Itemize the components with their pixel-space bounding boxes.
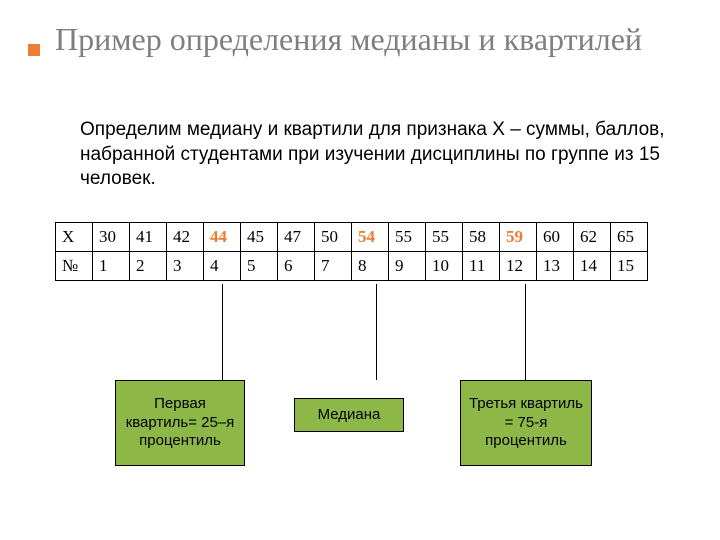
cell: 58: [463, 223, 500, 252]
cell: 3: [167, 252, 204, 281]
cell: 12: [500, 252, 537, 281]
cell: 6: [278, 252, 315, 281]
cell: 2: [130, 252, 167, 281]
slide-body: Определим медиану и квартили для признак…: [80, 118, 670, 192]
cell: 55: [426, 223, 463, 252]
cell: 44: [204, 223, 241, 252]
cell: 60: [537, 223, 574, 252]
cell: 8: [352, 252, 389, 281]
line-q3: [525, 284, 526, 380]
cell: 9: [389, 252, 426, 281]
slide-title: Пример определения медианы и квартилей: [55, 20, 675, 58]
cell: 54: [352, 223, 389, 252]
cell: 1: [93, 252, 130, 281]
line-q1: [222, 284, 223, 380]
cell: 42: [167, 223, 204, 252]
cell: 14: [574, 252, 611, 281]
callout-q1: Первая квартиль= 25–я процентиль: [115, 380, 245, 466]
cell: 13: [537, 252, 574, 281]
table-row-x: X 30 41 42 44 45 47 50 54 55 55 58 59 60…: [56, 223, 648, 252]
table-row-index: № 1 2 3 4 5 6 7 8 9 10 11 12 13 14 15: [56, 252, 648, 281]
title-bullet: [28, 44, 40, 56]
cell: 47: [278, 223, 315, 252]
line-med: [376, 284, 377, 380]
cell: 7: [315, 252, 352, 281]
row-label-x: X: [56, 223, 93, 252]
callout-q3: Третья квартиль = 75-я процентиль: [460, 380, 592, 466]
cell: 30: [93, 223, 130, 252]
cell: 41: [130, 223, 167, 252]
row-label-n: №: [56, 252, 93, 281]
data-table: X 30 41 42 44 45 47 50 54 55 55 58 59 60…: [55, 222, 648, 281]
cell: 55: [389, 223, 426, 252]
cell: 50: [315, 223, 352, 252]
callout-median: Медиана: [294, 398, 404, 432]
cell: 4: [204, 252, 241, 281]
cell: 15: [611, 252, 648, 281]
cell: 5: [241, 252, 278, 281]
cell: 59: [500, 223, 537, 252]
cell: 11: [463, 252, 500, 281]
cell: 62: [574, 223, 611, 252]
cell: 65: [611, 223, 648, 252]
cell: 10: [426, 252, 463, 281]
cell: 45: [241, 223, 278, 252]
